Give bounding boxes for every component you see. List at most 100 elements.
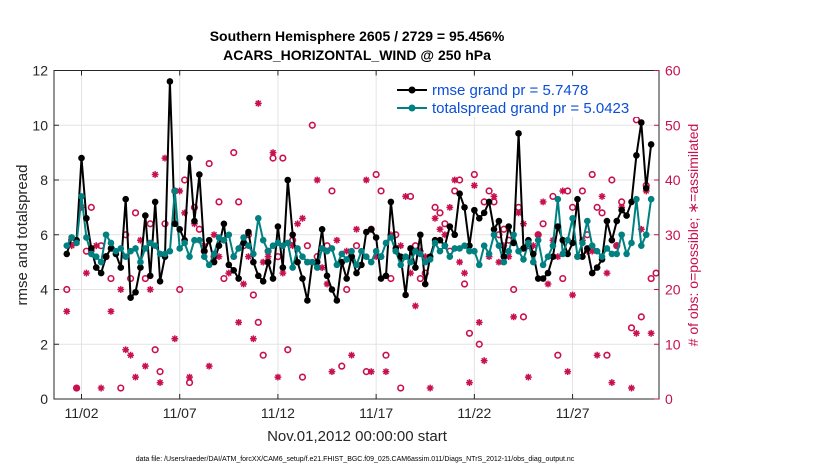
- obs-assimilated-point: [515, 209, 522, 217]
- y-tick-label: 10: [32, 117, 48, 133]
- obs-possible-point: [230, 149, 238, 157]
- obs-assimilated-point: [63, 308, 71, 315]
- rmse-point: [146, 272, 154, 280]
- obs-possible-point: [259, 351, 267, 359]
- obs-assimilated-point: [269, 149, 277, 157]
- obs-assimilated-point: [598, 193, 606, 200]
- obs-assimilated-point: [176, 187, 184, 195]
- totalspread-point: [215, 234, 223, 241]
- totalspread-point: [510, 231, 517, 239]
- rmse-point: [407, 245, 414, 252]
- obs-possible-point: [485, 187, 493, 195]
- totalspread-point: [200, 253, 208, 260]
- totalspread-point: [647, 195, 655, 203]
- obs-assimilated-point: [210, 231, 218, 239]
- obs-assimilated-point: [186, 373, 193, 381]
- totalspread-point: [313, 264, 321, 271]
- totalspread-point: [431, 239, 439, 247]
- obs-possible-point: [608, 176, 616, 184]
- obs-assimilated-point: [323, 280, 331, 288]
- totalspread-point: [142, 245, 149, 252]
- obs-assimilated-point: [382, 368, 390, 376]
- totalspread-point: [417, 250, 424, 258]
- totalspread-point: [608, 250, 616, 258]
- rmse-point: [284, 176, 292, 184]
- obs-assimilated-point: [466, 379, 473, 386]
- totalspread-point: [230, 253, 238, 260]
- rmse-point: [618, 206, 625, 214]
- totalspread-point: [387, 234, 395, 241]
- rmse-point: [122, 195, 129, 203]
- totalspread-point: [367, 258, 375, 266]
- obs-assimilated-point: [490, 193, 498, 200]
- obs-assimilated-point: [289, 242, 297, 250]
- rmse-point: [264, 258, 272, 266]
- rmse-point: [608, 236, 616, 244]
- rmse-point: [372, 234, 380, 241]
- obs-assimilated-point: [132, 373, 139, 381]
- rmse-point: [456, 190, 463, 197]
- obs-assimilated-point: [510, 313, 518, 321]
- x-tick-label: 11/02: [65, 405, 99, 421]
- obs-possible-point: [647, 274, 655, 283]
- rmse-point: [475, 215, 483, 222]
- obs-assimilated-point: [161, 154, 169, 162]
- obs-possible-point: [539, 220, 547, 228]
- obs-assimilated-point: [343, 247, 351, 255]
- totalspread-point: [559, 250, 567, 258]
- rmse-point: [505, 223, 513, 230]
- totalspread-point: [446, 253, 454, 260]
- obs-possible-point: [598, 209, 606, 217]
- obs-possible-point: [451, 187, 459, 195]
- totalspread-point: [264, 247, 272, 255]
- obs-possible-point: [588, 170, 596, 179]
- obs-possible-point: [338, 362, 346, 370]
- rmse-point: [539, 275, 547, 282]
- totalspread-point: [156, 250, 164, 258]
- obs-assimilated-point: [524, 373, 532, 381]
- obs-possible-point: [343, 285, 351, 294]
- rmse-point: [446, 223, 454, 230]
- totalspread-point: [259, 236, 267, 244]
- y-tick-label: 0: [40, 391, 48, 407]
- rmse-point: [83, 215, 90, 222]
- obs-assimilated-point: [348, 351, 355, 359]
- rmse-point: [97, 269, 105, 277]
- obs-assimilated-point: [431, 214, 439, 222]
- totalspread-point: [274, 239, 282, 247]
- obs-assimilated-point: [436, 225, 444, 233]
- obs-assimilated-point: [480, 357, 488, 365]
- obs-assimilated-point: [245, 253, 252, 261]
- obs-assimilated-point: [141, 362, 149, 370]
- totalspread-point: [343, 256, 350, 263]
- totalspread-point: [520, 256, 527, 263]
- y-tick-label: 12: [32, 63, 48, 79]
- rmse-point: [421, 280, 429, 288]
- totalspread-point: [299, 253, 306, 260]
- totalspread-point: [309, 258, 316, 266]
- rmse-point: [289, 231, 296, 239]
- totalspread-point: [254, 215, 262, 222]
- totalspread-point: [490, 231, 498, 239]
- rmse-point: [245, 228, 252, 236]
- obs-assimilated-point: [451, 176, 459, 184]
- obs-assimilated-point: [151, 171, 159, 178]
- rmse-point: [323, 272, 331, 280]
- totalspread-point: [127, 247, 134, 255]
- rmse-point: [633, 152, 640, 159]
- totalspread-point: [475, 261, 483, 269]
- obs-possible-point: [195, 225, 203, 233]
- rmse-point: [78, 154, 85, 162]
- totalspread-point: [529, 258, 537, 266]
- obs-assimilated-point: [407, 269, 414, 277]
- obs-possible-point: [568, 203, 577, 211]
- legend-box: [393, 77, 657, 117]
- rmse-point: [299, 275, 306, 282]
- totalspread-point: [451, 245, 459, 252]
- rmse-point: [500, 253, 508, 260]
- rmse-point: [397, 253, 404, 260]
- rmse-point: [200, 247, 208, 255]
- rmse-point: [480, 209, 488, 217]
- totalspread-point: [407, 258, 414, 266]
- totalspread-point: [132, 245, 139, 252]
